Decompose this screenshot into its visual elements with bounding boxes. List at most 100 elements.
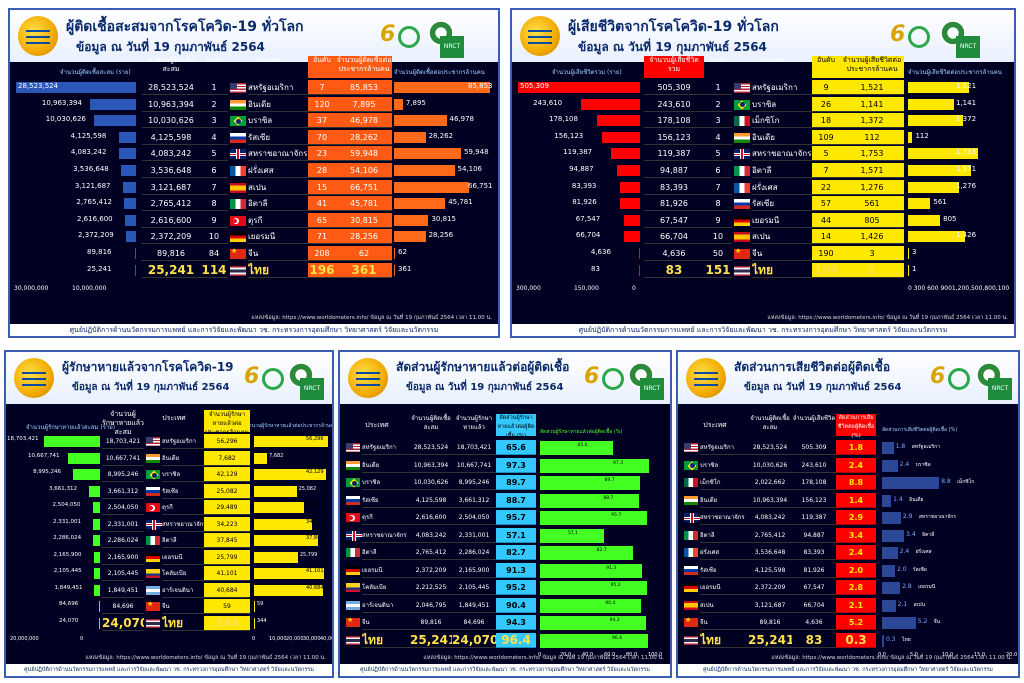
left-bar <box>619 181 640 193</box>
nrct-logo: NRCT <box>988 378 1012 400</box>
country-flag-icon: ★ <box>146 600 160 611</box>
country-cell: อิตาลี <box>700 528 748 543</box>
right-bar <box>394 248 395 259</box>
per-million-cell: 29,489 <box>204 500 250 515</box>
right-bar-label: 1,276 <box>956 181 977 190</box>
ratio-bar <box>882 512 901 524</box>
flag-canton <box>230 83 237 89</box>
per-million-cell: 1,372 <box>840 113 904 129</box>
value-cell: 84,696 <box>102 599 144 614</box>
left-bar-label: 2,105,445 <box>53 568 82 574</box>
ratio-bar <box>540 546 633 560</box>
chart-title: สัดส่วนผู้รักษาหายแล้วต่อผู้ติดเชื้อ (%) <box>540 429 623 435</box>
right-axis-tick: 10,000 <box>269 636 287 642</box>
cases-cell: 10,030,626 <box>410 475 452 490</box>
date-subtitle: ข้อมูล ณ วันที่ 19 กุมภาพันธ์ 2564 <box>76 40 265 54</box>
left-bar <box>118 148 136 160</box>
left-bar <box>93 518 100 530</box>
left-bar <box>93 115 136 127</box>
cases-cell: 10,963,394 <box>748 493 792 508</box>
rank2-cell: 14 <box>812 229 840 245</box>
ratio-bar-label: 0.3 <box>885 635 896 643</box>
value-cell: 4,636 <box>644 246 704 261</box>
left-bar <box>596 115 640 127</box>
per-million-cell: 37,845 <box>204 533 250 548</box>
right-bar-label: 3 <box>912 248 917 256</box>
x-axis-tick: 0 <box>538 652 542 658</box>
ratio-country-label: บราซิล <box>915 461 931 468</box>
column-header: จำนวนผู้ติดเชื้อสะสม <box>147 56 195 73</box>
right-axis-title: จำนวนผู้รักษาหายแล้วต่อประชากรล้านคน <box>246 423 334 429</box>
rank2-cell: 194 <box>812 262 840 278</box>
recovered-cell: 10,667,741 <box>452 458 496 473</box>
right-bar-label: 25,799 <box>299 551 318 558</box>
flag-star: ★ <box>231 247 238 255</box>
left-bar-label: 18,703,421 <box>7 436 39 442</box>
value-cell: 2,331,001 <box>102 517 144 532</box>
ratio-cell: 97.3 <box>496 457 536 473</box>
left-bar-label: 84,696 <box>59 601 79 607</box>
flag-crescent <box>349 515 355 521</box>
recovery-ratio-panel: สัดส่วนผู้รักษาหายแล้วต่อผู้ติดเชื้อ ข้อ… <box>338 350 672 678</box>
ratio-country-label: ไทย <box>901 636 911 643</box>
country-flag-icon <box>146 585 160 595</box>
panel-header: ผู้ติดเชื้อสะสมจากโรคโควิด-19 ทั่วโลก ข้… <box>10 10 498 62</box>
ratio-bar <box>882 617 916 629</box>
deaths-cell: 81,926 <box>792 563 836 578</box>
right-bar <box>394 198 446 210</box>
cases-cell: 25,241 <box>748 632 792 648</box>
ratio-cell: 1.8 <box>836 440 876 455</box>
per-million-cell: 62 <box>336 246 392 261</box>
left-bar-label: 81,926 <box>572 198 597 207</box>
deaths-cell: 243,610 <box>792 458 836 473</box>
country-flag-icon <box>734 149 750 160</box>
ratio-bar-label: 91.3 <box>606 565 617 571</box>
country-flag-icon <box>230 182 246 193</box>
column-header: ประเทศ <box>162 414 186 422</box>
country-cell: อินเดีย <box>362 458 410 473</box>
flag-globe <box>739 102 745 108</box>
cases-cell: 4,125,598 <box>410 493 452 508</box>
column-header: ประเทศ <box>760 56 784 64</box>
per-million-cell: 561 <box>840 196 904 212</box>
nrct-logo: NRCT <box>956 36 980 58</box>
per-million-cell: 40,684 <box>204 582 250 598</box>
rank2-cell: 109 <box>812 129 840 145</box>
country-cell: รัสเซีย <box>248 130 308 145</box>
right-bar <box>908 181 959 193</box>
rank2-cell: 71 <box>308 229 336 245</box>
country-cell: สหราชอาณาจักร <box>162 517 204 532</box>
right-bar <box>394 115 447 127</box>
right-bar-label: 805 <box>943 214 957 223</box>
left-bar-label: 2,372,209 <box>78 231 114 240</box>
country-flag-icon <box>346 548 360 557</box>
rank2-cell: 28 <box>308 163 336 178</box>
country-flag-icon <box>230 166 246 176</box>
country-cell: สหราชอาณาจักร <box>752 146 812 162</box>
country-flag-icon <box>684 565 698 575</box>
cases-cell: 4,083,242 <box>410 528 452 543</box>
right-bar <box>908 98 954 110</box>
right-bar-label: 1,753 <box>956 148 977 157</box>
rank2-cell: 23 <box>308 146 336 162</box>
right-bar <box>394 82 490 93</box>
recovered-cell: 2,105,445 <box>452 580 496 595</box>
left-bar-label: 3,661,312 <box>49 485 78 492</box>
left-bar-label: 28,523,524 <box>18 82 59 90</box>
ratio-cell: 95.7 <box>496 510 536 525</box>
deaths-cell: 83 <box>792 633 836 648</box>
country-flag-icon: ★ <box>734 247 750 259</box>
nrct-logo: NRCT <box>640 378 664 400</box>
left-axis-tick: 30,000,000 <box>14 285 49 293</box>
value-cell: 25,241 <box>142 263 200 278</box>
country-cell: เยอรมนี <box>752 213 812 228</box>
left-bar-label: 2,286,024 <box>53 535 82 541</box>
column-header: สัดส่วนผู้รักษาหายแล้วต่อผู้ติดเชื้อ (%) <box>496 414 536 439</box>
ratio-cell: 82.7 <box>496 545 536 560</box>
country-cell: อินเดีย <box>248 97 308 112</box>
country-cell: บราซิล <box>752 97 812 112</box>
value-cell: 4,083,242 <box>142 146 200 162</box>
per-million-cell: 45,781 <box>336 196 392 212</box>
value-cell: 67,547 <box>644 213 704 228</box>
left-bar-label: 2,504,050 <box>52 502 81 508</box>
